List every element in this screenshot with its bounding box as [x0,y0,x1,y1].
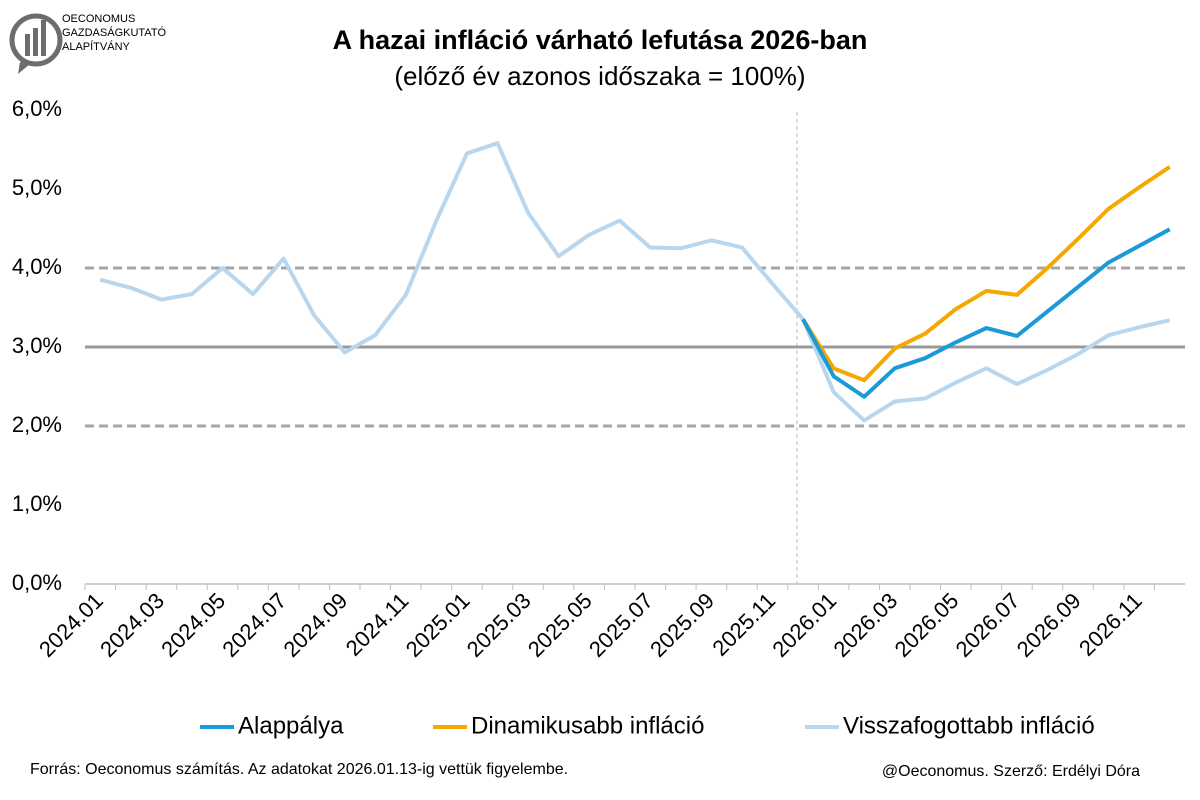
chart-subtitle: (előző év azonos időszaka = 100%) [394,61,805,91]
x-tick-label: 2025.09 [645,588,719,662]
y-tick-label: 2,0% [12,412,62,437]
logo-bar [33,28,38,56]
x-tick-label: 2024.03 [95,588,169,662]
credit-note: @Oeconomus. Szerző: Erdélyi Dóra [882,763,1140,780]
legend-label: Visszafogottabb infláció [843,712,1095,739]
x-tick-label: 2026.05 [890,588,964,662]
series-line [801,165,1171,383]
logo-text: OECONOMUS [62,13,135,25]
y-tick-label: 4,0% [12,254,62,279]
x-tick-label: 2025.05 [523,588,597,662]
x-tick-label: 2024.09 [278,588,352,662]
legend-label: Dinamikusabb infláció [471,712,704,739]
x-tick-label: 2025.01 [401,588,475,662]
y-tick-label: 5,0% [12,175,62,200]
logo: OECONOMUS GAZDASÁGKUTATÓ ALAPÍTVÁNY [9,13,167,74]
logo-text: GAZDASÁGKUTATÓ [62,26,167,39]
y-tick-label: 1,0% [12,491,62,516]
y-tick-label: 3,0% [12,333,62,358]
chart-title: A hazai infláció várható lefutása 2026-b… [333,25,868,55]
x-tick-label: 2026.11 [1074,588,1147,661]
logo-tail [18,62,30,74]
logo-ring [9,13,63,67]
x-tick-label: 2026.07 [951,588,1025,662]
logo-bar [25,34,30,56]
y-tick-label: 6,0% [12,96,62,121]
x-tick-label: 2026.09 [1012,588,1086,662]
logo-bar [41,20,46,56]
x-tick-label: 2025.07 [584,588,658,662]
series-line [801,227,1171,399]
legend-label: Alappálya [238,712,344,739]
x-tick-label: 2026.03 [828,588,902,662]
x-tick-label: 2024.11 [341,588,414,661]
source-note: Forrás: Oeconomus számítás. Az adatokat … [30,761,568,778]
x-tick-label: 2024.05 [156,588,230,662]
x-tick-label: 2025.03 [462,588,536,662]
y-tick-label: 0,0% [12,570,62,595]
x-tick-label: 2024.01 [34,588,108,662]
series-line [99,141,1171,423]
x-tick-label: 2026.01 [767,588,841,662]
x-tick-label: 2025.11 [707,588,780,661]
x-tick-label: 2024.07 [217,588,291,662]
logo-text: ALAPÍTVÁNY [62,40,131,53]
